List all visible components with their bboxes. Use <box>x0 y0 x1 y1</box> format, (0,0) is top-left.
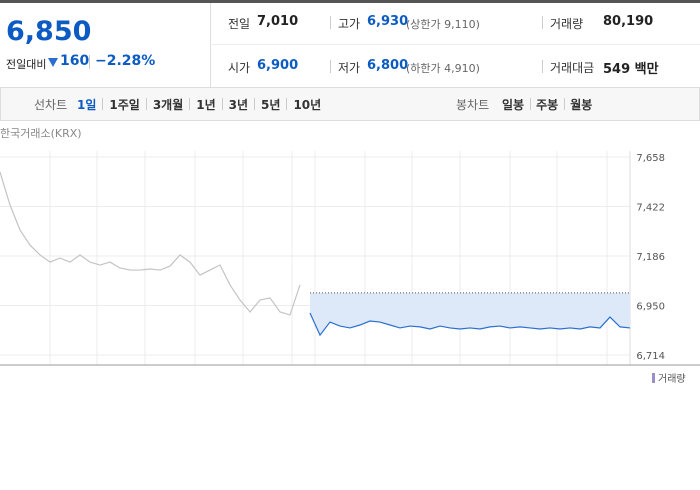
y-tick-label: 6,950 <box>636 302 665 313</box>
stat-value: 549 백만 <box>603 62 659 77</box>
stat-sep <box>330 16 331 29</box>
price-box <box>0 3 211 87</box>
stat-value: 80,190 <box>603 14 654 29</box>
tab-sep <box>145 98 147 110</box>
tab[interactable]: 3년 <box>228 98 249 112</box>
tab-sep <box>286 98 288 110</box>
top-bar <box>0 0 700 3</box>
tab[interactable]: 월봉 <box>570 98 593 112</box>
stat-label: 거래대금 <box>550 61 595 75</box>
tab[interactable]: 3개월 <box>152 98 184 112</box>
legend-swatch <box>652 373 655 383</box>
tab[interactable]: 1일 <box>77 98 97 112</box>
tab[interactable]: 주봉 <box>536 98 559 112</box>
stat-label: 전일 <box>228 17 251 31</box>
change: 160 <box>60 53 90 69</box>
stat-label: 거래량 <box>550 17 584 31</box>
change-label: 전일대비 <box>6 58 47 71</box>
change-pct: −2.28% <box>95 53 156 69</box>
y-tick-label: 7,422 <box>636 203 665 214</box>
stat-sep <box>330 60 331 73</box>
stat-value: 7,010 <box>257 14 299 29</box>
stat-sep <box>542 60 543 73</box>
y-tick-label: 7,186 <box>636 252 665 263</box>
divider <box>210 44 700 45</box>
down-arrow <box>48 58 58 67</box>
tab[interactable]: 1년 <box>196 98 216 112</box>
stat-value: 6,900 <box>257 58 299 73</box>
tab-sep <box>254 98 256 110</box>
tab-sep <box>102 98 104 110</box>
line <box>309 312 631 337</box>
y-tick-label: 6,714 <box>636 351 665 362</box>
tab[interactable]: 1주일 <box>109 98 140 112</box>
tab-sep <box>189 98 191 110</box>
tab[interactable]: 일봉 <box>502 98 525 112</box>
sep <box>89 55 90 69</box>
tab[interactable]: 5년 <box>261 98 281 112</box>
line <box>0 171 301 316</box>
stat-label: 저가 <box>338 61 361 75</box>
stat-label: 시가 <box>228 61 251 75</box>
stat-value: 6,800 <box>367 58 409 73</box>
tab-group-label: 봉차트 <box>456 98 490 112</box>
source: 한국거래소(KRX) <box>0 127 82 140</box>
stat-label: 고가 <box>338 17 361 31</box>
tab-group-label: 선차트 <box>34 98 68 112</box>
y-tick-label: 7,658 <box>636 153 665 164</box>
stat-note: (상한가 9,110) <box>406 18 480 31</box>
tab-sep <box>221 98 223 110</box>
stat-note: (하한가 4,910) <box>406 62 480 75</box>
tab[interactable]: 10년 <box>293 98 322 112</box>
tab-bar <box>0 87 700 121</box>
chart: 한국거래소(KRX) 7,658 7,422 7,186 6,950 6,714 거래량 <box>0 127 700 385</box>
tab-sep <box>564 98 566 110</box>
stat-value: 6,930 <box>367 14 409 29</box>
stat-sep <box>542 16 543 29</box>
price: 6,850 <box>6 16 92 47</box>
volume-legend: 거래량 <box>658 373 686 385</box>
tab-sep <box>530 98 532 110</box>
